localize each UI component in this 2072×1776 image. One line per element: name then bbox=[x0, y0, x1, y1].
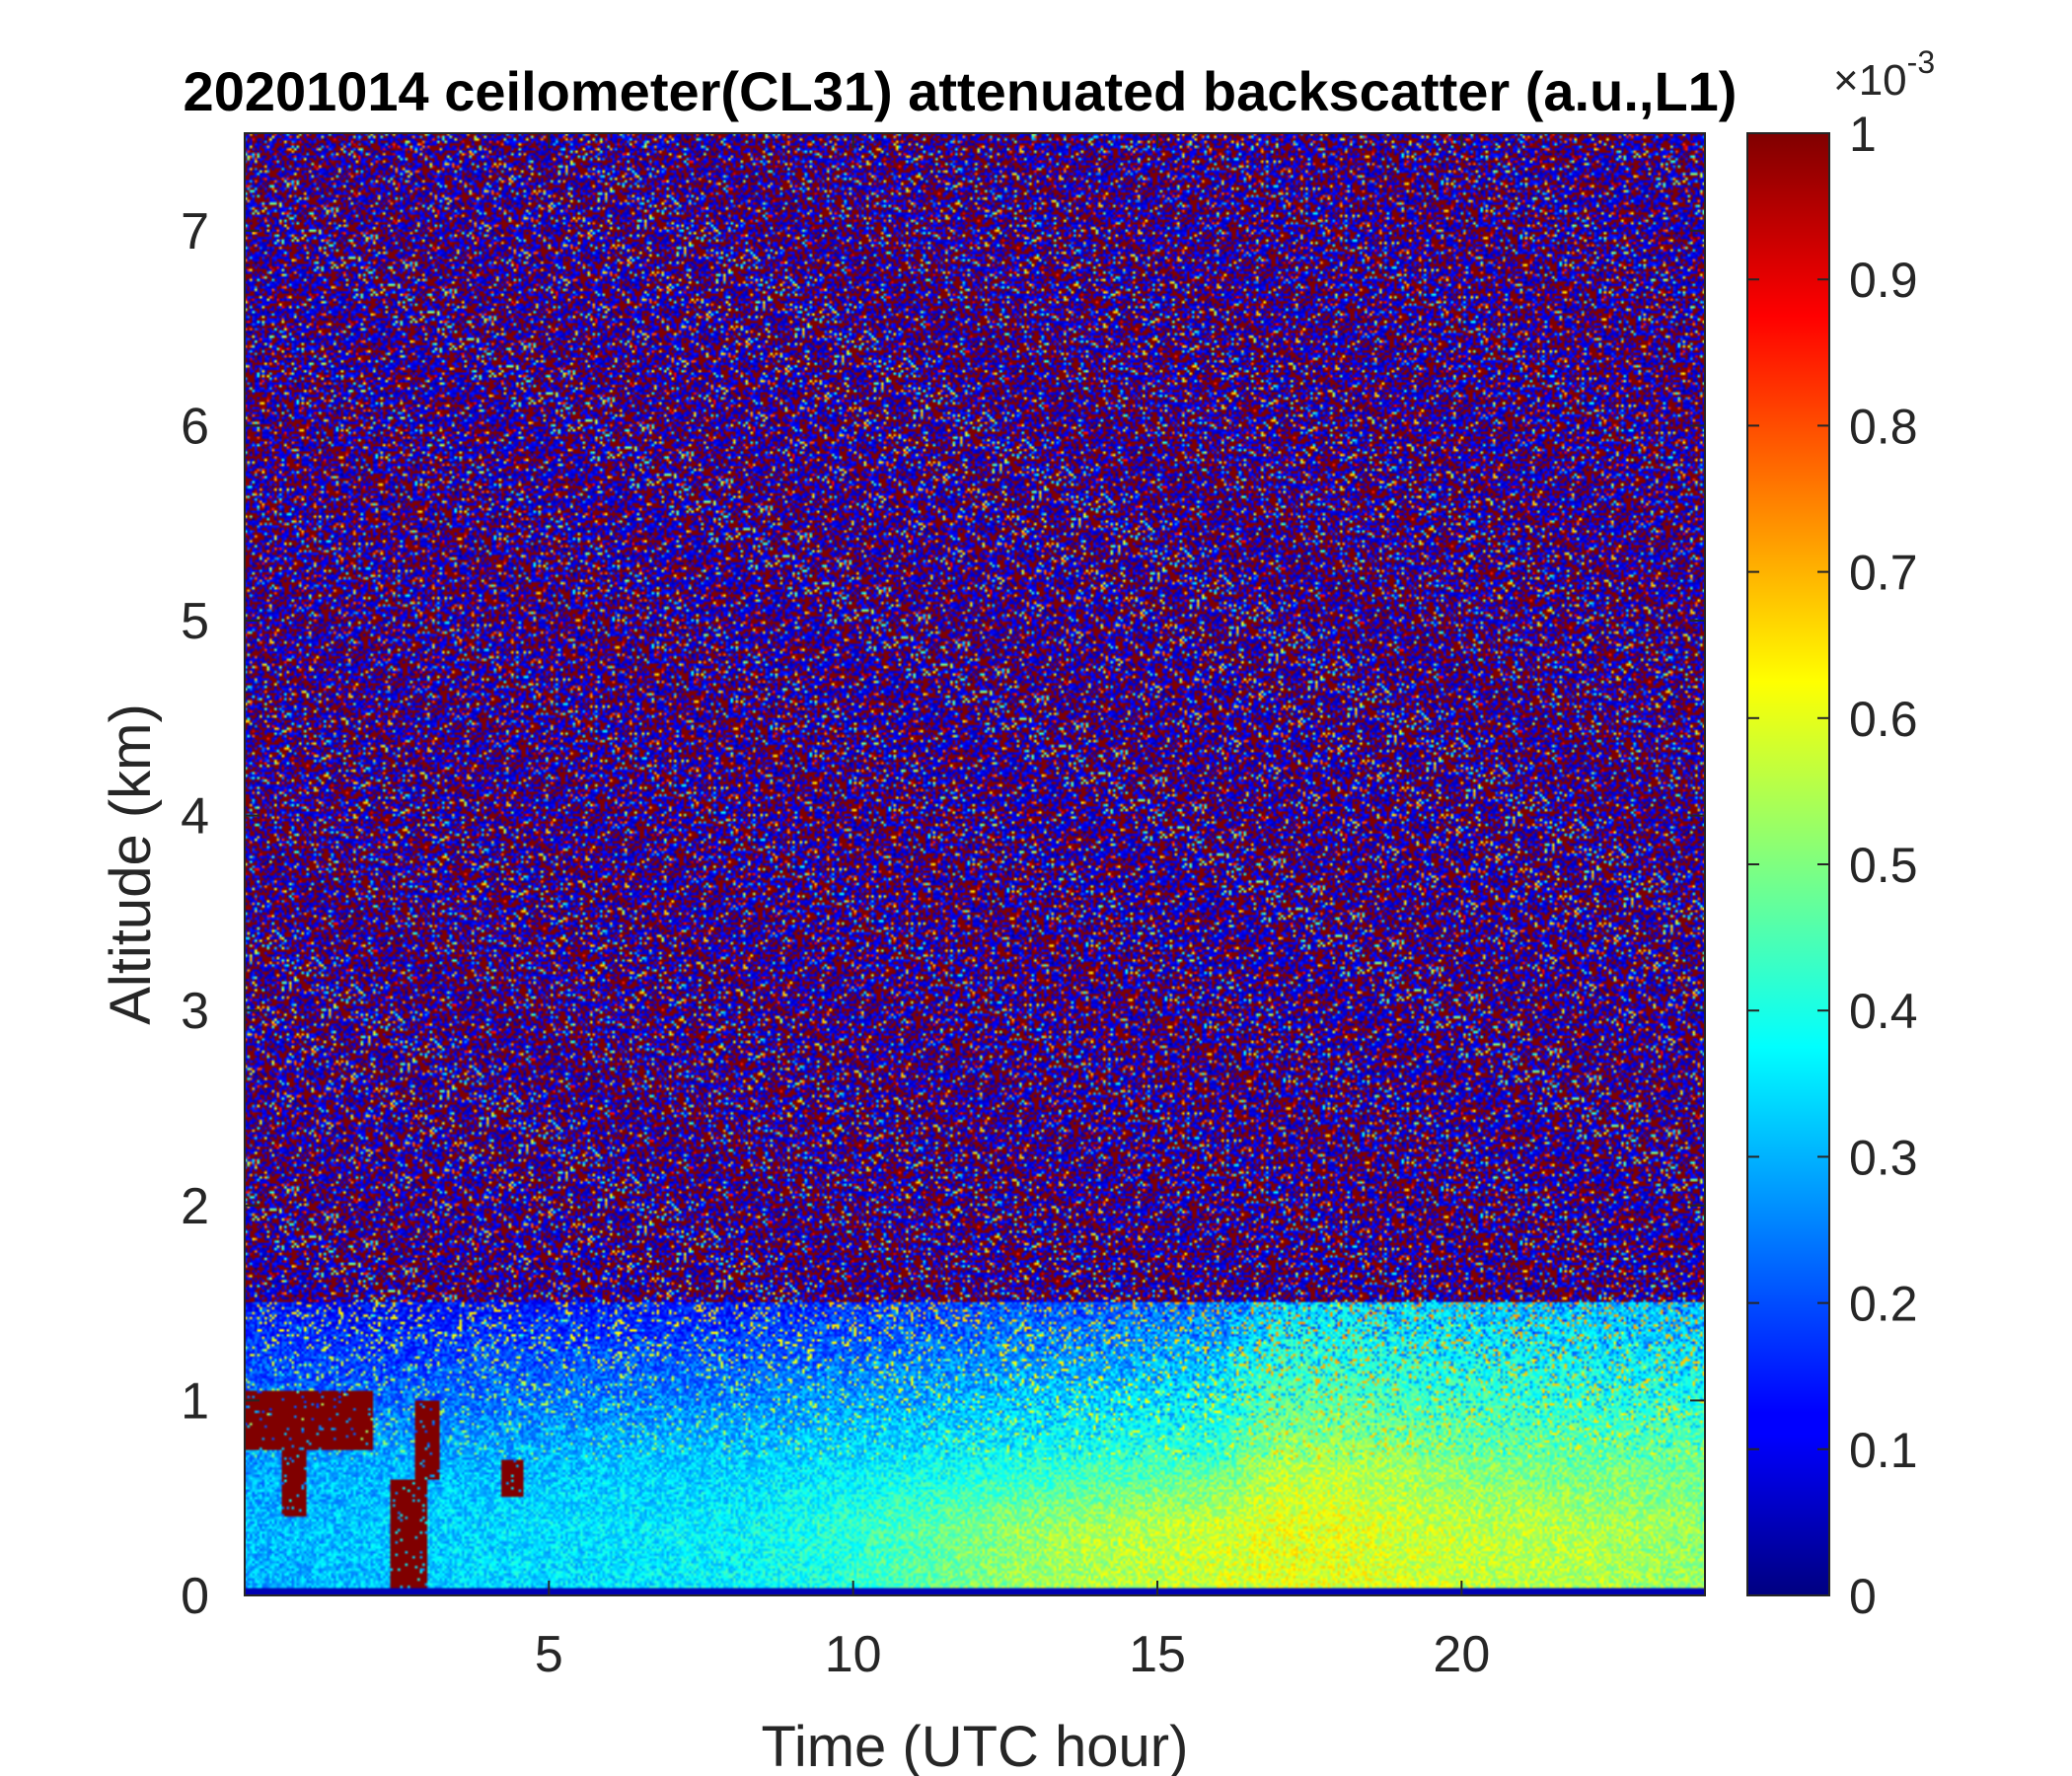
x-tick-label: 10 bbox=[825, 1626, 882, 1683]
colorbar-tick-label: 0.6 bbox=[1849, 692, 1918, 747]
colorbar-tick-label: 0.8 bbox=[1849, 399, 1918, 454]
colorbar-tick-label: 0.3 bbox=[1849, 1130, 1918, 1185]
colorbar-tick-label: 0 bbox=[1849, 1569, 1877, 1624]
colorbar-tick-label: 0.1 bbox=[1849, 1423, 1918, 1478]
x-tick-label: 5 bbox=[535, 1626, 563, 1683]
x-tick-label: 15 bbox=[1129, 1626, 1186, 1683]
colorbar-exponent: ×10-3 bbox=[1833, 44, 1935, 105]
y-tick-label: 5 bbox=[181, 593, 209, 650]
x-axis-label: Time (UTC hour) bbox=[762, 1715, 1189, 1776]
x-axis: 5 10 15 20 bbox=[535, 133, 1490, 1683]
colorbar-tick-label: 0.9 bbox=[1849, 253, 1918, 308]
colorbar-exponent-power: -3 bbox=[1907, 44, 1935, 80]
colorbar-bar bbox=[1746, 132, 1830, 1596]
colorbar-tick-label: 1 bbox=[1849, 107, 1877, 162]
y-tick-label: 2 bbox=[181, 1178, 209, 1235]
y-axis-label: Altitude (km) bbox=[99, 703, 163, 1025]
y-tick-label: 7 bbox=[181, 203, 209, 260]
colorbar-tick-label: 0.5 bbox=[1849, 838, 1918, 893]
y-tick-label: 3 bbox=[181, 983, 209, 1040]
colorbar-exponent-base: 10 bbox=[1859, 56, 1907, 105]
y-tick-label: 6 bbox=[181, 398, 209, 455]
heatmap-image bbox=[245, 133, 1705, 1595]
plot-area bbox=[244, 132, 1706, 1596]
y-tick-label: 1 bbox=[181, 1372, 209, 1430]
colorbar-tick-label: 0.4 bbox=[1849, 984, 1918, 1039]
colorbar-tick-label: 0.2 bbox=[1849, 1277, 1918, 1332]
colorbar-exponent-prefix: × bbox=[1833, 56, 1859, 105]
chart-title: 20201014 ceilometer(CL31) attenuated bac… bbox=[184, 60, 1738, 122]
x-tick-label: 20 bbox=[1433, 1626, 1490, 1683]
y-axis: 0 1 2 3 4 5 6 7 bbox=[181, 203, 1705, 1625]
plot-frame bbox=[244, 132, 1706, 1596]
colorbar-ticks: 0 0.1 0.2 0.3 0.4 0.5 0.6 0.7 0.8 0.9 1 bbox=[1747, 107, 1918, 1624]
colorbar: 0 0.1 0.2 0.3 0.4 0.5 0.6 0.7 0.8 0.9 1 ×10-3 bbox=[1746, 44, 1935, 1624]
colorbar-tick-label: 0.7 bbox=[1849, 546, 1918, 601]
y-tick-label: 4 bbox=[181, 788, 209, 846]
y-tick-label: 0 bbox=[181, 1568, 209, 1625]
